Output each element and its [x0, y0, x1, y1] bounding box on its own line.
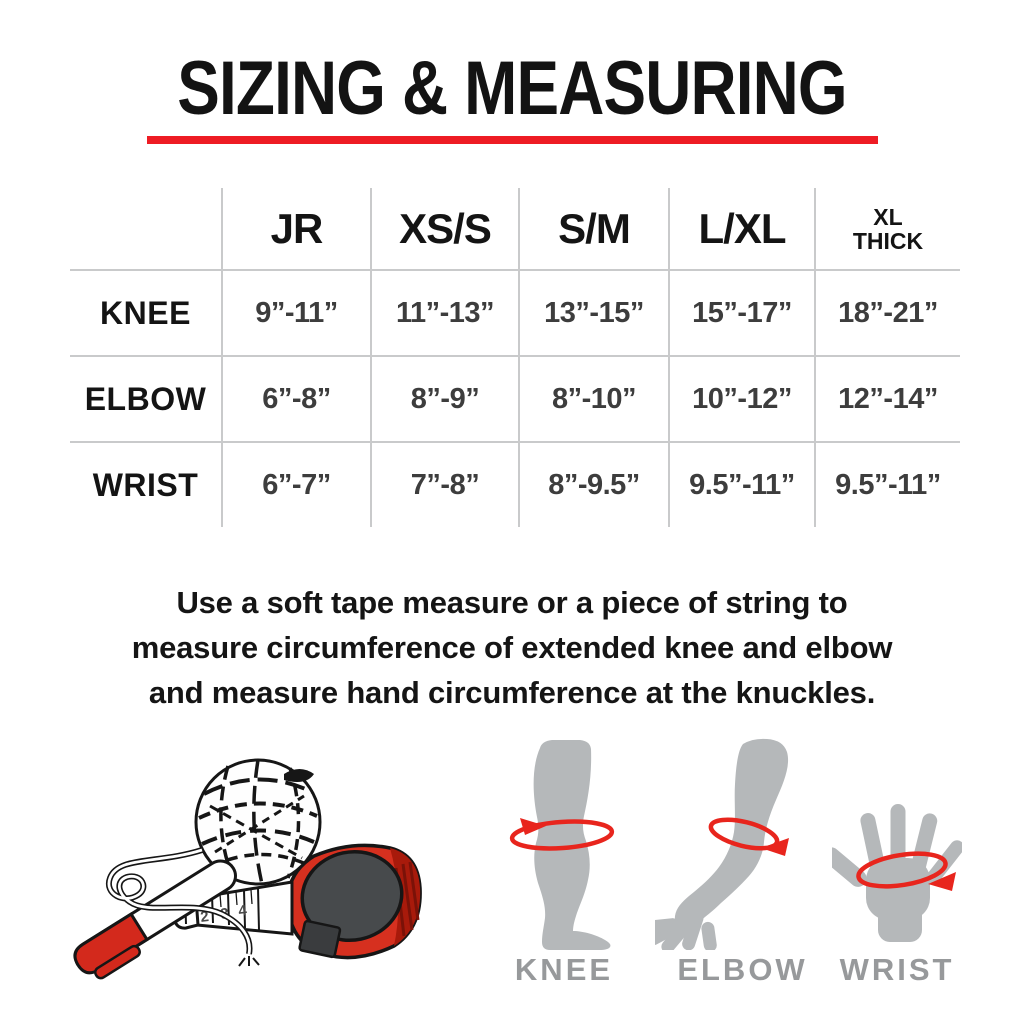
- table-cell-knee-l-xl: 15”-17”: [668, 269, 814, 355]
- table-cell-knee-xl-thick: 18”-21”: [814, 269, 960, 355]
- sizing-table: JR XS/S S/M L/XL XL THICK KNEE 9”-11” 11…: [70, 188, 960, 527]
- wrist-figure: WRIST: [832, 738, 962, 988]
- elbow-figure: ELBOW: [655, 738, 830, 988]
- instructions-line: and measure hand circumference at the kn…: [148, 675, 876, 710]
- wrist-figure-label: WRIST: [839, 952, 955, 987]
- column-header-label: XS/S: [399, 204, 492, 252]
- string-ball-tape-measure-marker-icon: 2 3 4: [73, 758, 422, 980]
- column-header-sublabel: THICK: [852, 227, 924, 254]
- measure-arrowhead: [928, 872, 956, 891]
- string-icon: [105, 847, 260, 967]
- arm-silhouette: [655, 738, 789, 950]
- column-header-l-xl: L/XL: [668, 188, 814, 269]
- elbow-illustration-icon: [655, 738, 789, 950]
- knee-figure: KNEE: [500, 738, 628, 988]
- column-header-xs-s: XS/S: [370, 188, 518, 269]
- measure-arrowhead: [520, 818, 546, 835]
- table-cell-elbow-s-m: 8”-10”: [518, 355, 668, 441]
- measuring-tools-figure: 2 3 4: [52, 732, 447, 1004]
- tape-number: 4: [237, 902, 248, 920]
- table-cell-elbow-xl-thick: 12”-14”: [814, 355, 960, 441]
- instructions-line: Use a soft tape measure or a piece of st…: [176, 585, 848, 620]
- row-label-wrist: WRIST: [70, 441, 221, 527]
- knee-illustration-icon: [509, 740, 615, 950]
- column-header-label: XL: [873, 203, 903, 230]
- title-underline: [147, 136, 878, 144]
- table-cell-knee-jr: 9”-11”: [221, 269, 370, 355]
- column-header-label: JR: [270, 204, 324, 252]
- hand-silhouette: [832, 804, 962, 942]
- column-header-label: L/XL: [698, 204, 787, 252]
- string-ball-icon: [194, 758, 322, 886]
- table-cell-elbow-l-xl: 10”-12”: [668, 355, 814, 441]
- table-cell-wrist-xl-thick: 9.5”-11”: [814, 441, 960, 527]
- wrist-illustration-icon: [832, 804, 962, 942]
- column-header-s-m: S/M: [518, 188, 668, 269]
- page-title: SIZING & MEASURING: [177, 46, 847, 131]
- table-cell-wrist-l-xl: 9.5”-11”: [668, 441, 814, 527]
- knee-figure-label: KNEE: [514, 952, 614, 987]
- row-label-elbow: ELBOW: [70, 355, 221, 441]
- measuring-instructions: Use a soft tape measure or a piece of st…: [32, 580, 992, 715]
- table-cell-wrist-s-m: 8”-9.5”: [518, 441, 668, 527]
- column-header-label: S/M: [558, 204, 631, 252]
- tape-number: 2: [199, 908, 209, 926]
- table-corner-cell: [70, 188, 221, 269]
- column-header-jr: JR: [221, 188, 370, 269]
- table-cell-knee-xs-s: 11”-13”: [370, 269, 518, 355]
- elbow-measure-ellipse: [708, 817, 789, 856]
- knee-measure-ellipse: [509, 818, 615, 851]
- table-cell-elbow-jr: 6”-8”: [221, 355, 370, 441]
- elbow-figure-label: ELBOW: [677, 952, 808, 987]
- table-cell-wrist-xs-s: 7”-8”: [370, 441, 518, 527]
- row-label-knee: KNEE: [70, 269, 221, 355]
- column-header-xl-thick: XL THICK: [814, 188, 960, 269]
- wrist-measure-ellipse: [856, 851, 956, 891]
- measure-arrowhead: [761, 838, 789, 856]
- instructions-line: measure circumference of extended knee a…: [131, 630, 893, 665]
- table-cell-wrist-jr: 6”-7”: [221, 441, 370, 527]
- table-cell-elbow-xs-s: 8”-9”: [370, 355, 518, 441]
- table-cell-knee-s-m: 13”-15”: [518, 269, 668, 355]
- marker-pen-icon: [73, 859, 237, 980]
